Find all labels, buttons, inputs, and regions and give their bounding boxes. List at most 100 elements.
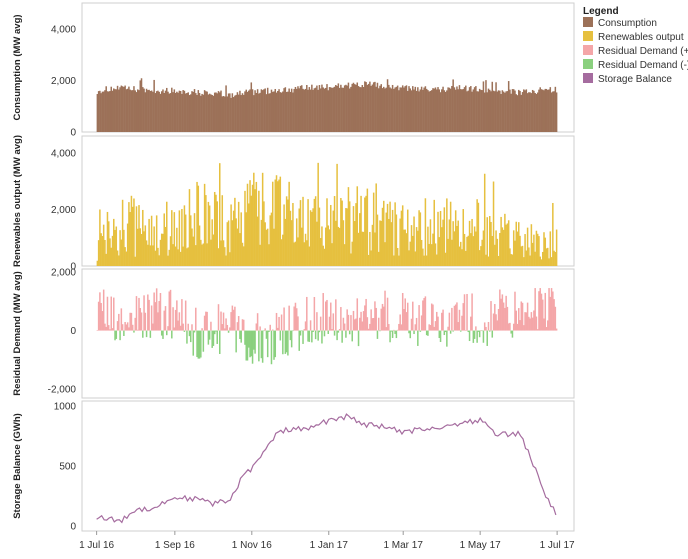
bar xyxy=(491,81,494,132)
bar xyxy=(539,288,541,331)
bar xyxy=(306,296,308,331)
bar xyxy=(388,218,390,266)
bar xyxy=(506,223,509,266)
bar xyxy=(292,92,294,132)
bar xyxy=(454,304,457,331)
bar xyxy=(114,330,116,341)
bar xyxy=(456,225,458,266)
bar xyxy=(212,95,215,132)
bar xyxy=(417,230,419,266)
bar xyxy=(324,87,327,132)
bar xyxy=(131,206,134,266)
bar xyxy=(390,88,393,132)
bar xyxy=(328,87,331,132)
bar xyxy=(168,291,171,331)
bar xyxy=(134,256,136,266)
bar xyxy=(521,302,524,331)
bar xyxy=(222,312,225,331)
bar xyxy=(99,209,101,266)
bar xyxy=(323,248,326,266)
bar xyxy=(438,330,441,338)
bar xyxy=(347,187,350,266)
bar xyxy=(516,323,519,331)
bar xyxy=(241,93,244,132)
bar xyxy=(510,254,512,266)
bar xyxy=(275,92,278,132)
bar xyxy=(220,311,222,331)
bar xyxy=(237,201,240,266)
bar xyxy=(342,220,345,266)
bar xyxy=(104,239,106,266)
bar xyxy=(389,201,391,266)
bar xyxy=(536,92,539,132)
bar xyxy=(283,307,285,331)
bar xyxy=(406,90,409,132)
bar xyxy=(370,85,372,132)
bar xyxy=(282,91,284,132)
bar xyxy=(478,250,481,266)
bar xyxy=(242,94,245,132)
bar xyxy=(448,87,451,132)
bar xyxy=(442,219,444,266)
bar xyxy=(130,195,133,266)
bar xyxy=(278,316,280,331)
bar xyxy=(355,203,357,266)
bar xyxy=(289,330,292,341)
bar xyxy=(379,220,381,266)
bar xyxy=(143,231,145,266)
bar xyxy=(292,203,294,266)
bar xyxy=(359,213,361,266)
bar xyxy=(157,312,159,331)
bar xyxy=(346,309,348,331)
bar xyxy=(206,243,208,266)
bar xyxy=(265,330,268,339)
bar xyxy=(225,318,227,331)
bar xyxy=(468,87,471,132)
bar xyxy=(470,86,472,132)
bar xyxy=(371,84,374,132)
bar xyxy=(299,330,302,336)
x-tick-label: 1 Mar 17 xyxy=(383,540,423,551)
bar xyxy=(357,86,360,132)
bar xyxy=(285,91,288,132)
bar xyxy=(348,201,351,266)
bar xyxy=(485,80,487,132)
bar xyxy=(208,205,211,266)
bar xyxy=(452,221,454,266)
bar xyxy=(516,95,519,132)
bar xyxy=(419,330,422,332)
bar xyxy=(457,322,459,331)
bar xyxy=(116,85,119,132)
bar xyxy=(345,84,347,132)
bar xyxy=(149,330,152,338)
bar xyxy=(107,91,110,132)
bar xyxy=(174,246,177,266)
bar xyxy=(337,226,340,266)
bar xyxy=(519,320,521,331)
bar xyxy=(152,323,154,331)
bar xyxy=(287,91,289,132)
bar xyxy=(246,183,249,266)
bar xyxy=(328,316,331,331)
bar xyxy=(553,299,555,331)
bar xyxy=(263,89,265,132)
bar xyxy=(116,321,119,331)
bar xyxy=(148,89,150,132)
bar xyxy=(333,86,336,132)
bar xyxy=(139,228,142,266)
bar xyxy=(303,242,306,266)
bar xyxy=(336,85,338,132)
bar xyxy=(491,235,494,266)
bar xyxy=(471,218,473,266)
bar xyxy=(283,204,285,266)
bar xyxy=(403,309,405,331)
bar xyxy=(312,89,314,132)
bar xyxy=(555,229,558,266)
bar xyxy=(162,330,164,339)
bar xyxy=(534,92,536,132)
bar xyxy=(472,330,475,343)
bar xyxy=(487,322,490,331)
bar xyxy=(424,198,427,266)
bar xyxy=(480,246,482,266)
bar xyxy=(167,255,169,266)
